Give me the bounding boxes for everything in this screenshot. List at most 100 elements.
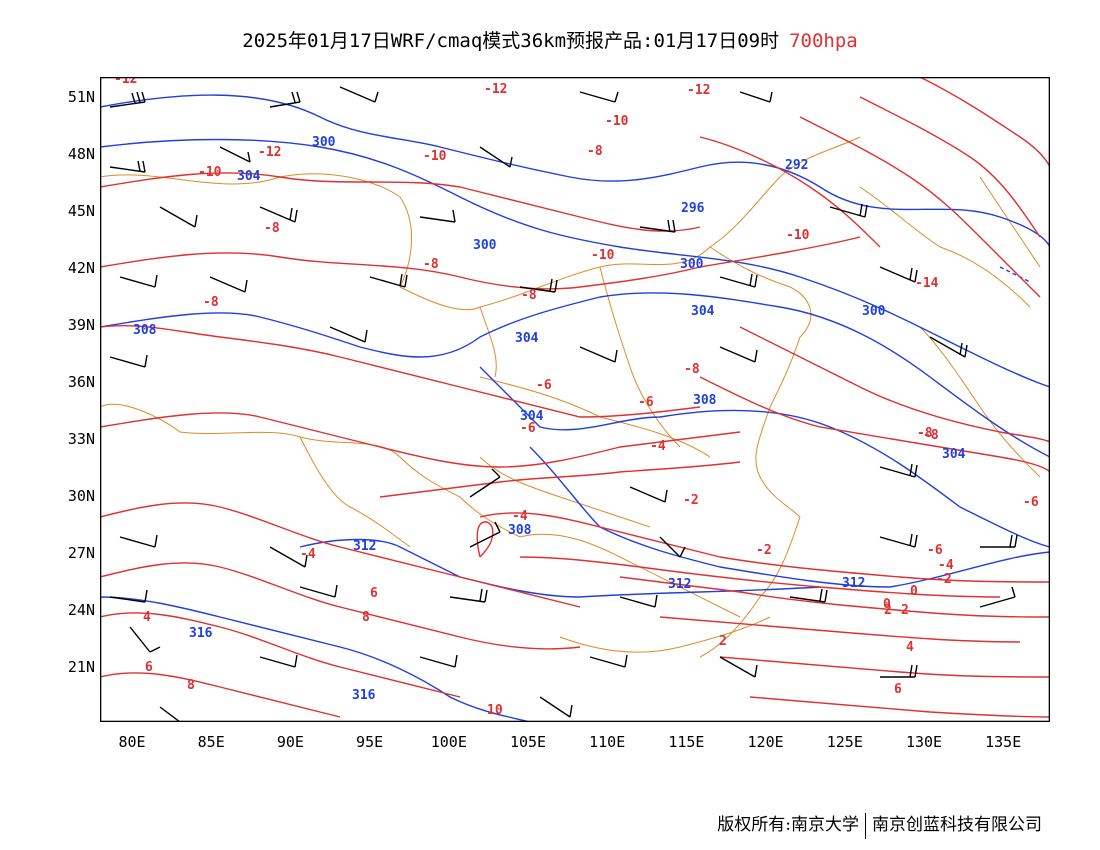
temp-label: -6 bbox=[520, 421, 536, 436]
geo-label: 308 bbox=[133, 323, 157, 338]
boundary-lines bbox=[100, 136, 1041, 658]
latitude-tick-label: 27N bbox=[67, 544, 95, 562]
temp-label: -8 bbox=[917, 426, 933, 441]
temp-label: -6 bbox=[927, 543, 943, 558]
latitude-tick-label: 33N bbox=[67, 430, 95, 448]
geo-label: 296 bbox=[681, 201, 705, 216]
temp-label: 8 bbox=[187, 678, 195, 693]
temp-label: -6 bbox=[536, 378, 552, 393]
footer-divider bbox=[865, 812, 866, 839]
temp-label: -12 bbox=[484, 82, 507, 97]
title-main: 2025年01月17日WRF/cmaq模式36km预报产品:01月17日09时 bbox=[242, 30, 780, 52]
temp-label: -2 bbox=[936, 572, 952, 587]
temp-label: -2 bbox=[683, 493, 699, 508]
weather-map: 300 304 292 296 300 300 304 300 308 304 … bbox=[100, 77, 1050, 722]
latitude-tick-label: 24N bbox=[67, 601, 95, 619]
temp-label: -4 bbox=[512, 509, 528, 524]
latitude-tick-label: 51N bbox=[67, 88, 95, 106]
longitude-tick-label: 125E bbox=[826, 733, 863, 751]
geo-label: 308 bbox=[693, 393, 717, 408]
temp-label: 10 bbox=[487, 703, 503, 718]
map-title: 2025年01月17日WRF/cmaq模式36km预报产品:01月17日09时 7… bbox=[0, 26, 1100, 53]
latitude-tick-label: 36N bbox=[67, 373, 95, 391]
latitude-tick-label: 45N bbox=[67, 202, 95, 220]
latitude-tick-label: 30N bbox=[67, 487, 95, 505]
geopotential-contours bbox=[100, 94, 1050, 722]
temp-label: 0 bbox=[883, 597, 891, 612]
geo-label: 304 bbox=[691, 304, 715, 319]
latitude-tick-label: 42N bbox=[67, 259, 95, 277]
geopotential-labels: 300 304 292 296 300 300 304 300 308 304 … bbox=[133, 135, 966, 703]
temp-label: -8 bbox=[923, 428, 939, 443]
temp-label: 2 bbox=[719, 634, 727, 649]
temp-label: -10 bbox=[423, 149, 447, 164]
temp-label: -12 bbox=[258, 145, 281, 160]
latitude-tick-label: 48N bbox=[67, 145, 95, 163]
temp-label: -10 bbox=[198, 165, 222, 180]
longitude-tick-label: 135E bbox=[985, 733, 1022, 751]
temp-label: 4 bbox=[906, 640, 914, 655]
geo-label: 300 bbox=[862, 304, 886, 319]
temp-label: -2 bbox=[756, 543, 772, 558]
geo-label: 300 bbox=[680, 257, 704, 272]
temp-label: -6 bbox=[1023, 495, 1039, 510]
temp-label: -6 bbox=[638, 395, 654, 410]
longitude-tick-label: 120E bbox=[747, 733, 784, 751]
geo-label: 304 bbox=[520, 409, 544, 424]
longitude-tick-label: 130E bbox=[905, 733, 943, 751]
temp-label: -4 bbox=[938, 558, 954, 573]
temperature-labels: -12 -12 -12 -10 -10 -8 -10 -12 -8 -8 -8 … bbox=[114, 77, 1039, 718]
temp-label: -10 bbox=[786, 228, 810, 243]
longitude-tick-label: 90E bbox=[276, 733, 304, 751]
temp-label: -14 bbox=[915, 276, 939, 291]
temp-label: -12 bbox=[687, 83, 710, 98]
temp-label: 6 bbox=[145, 660, 153, 675]
copyright-footer: 版权所有:南京大学 南京创蓝科技有限公司 bbox=[717, 810, 1042, 839]
longitude-tick-label: 95E bbox=[356, 733, 384, 751]
temp-label: 4 bbox=[143, 610, 151, 625]
geo-label: 312 bbox=[842, 576, 865, 591]
temperature-contours bbox=[100, 77, 1050, 718]
latitude-tick-label: 21N bbox=[67, 658, 95, 676]
geo-label: 308 bbox=[508, 523, 532, 538]
longitude-tick-label: 110E bbox=[589, 733, 626, 751]
temp-label: 8 bbox=[362, 610, 370, 625]
longitude-tick-label: 80E bbox=[118, 733, 146, 751]
temp-label: 2 bbox=[901, 603, 909, 618]
geo-label: 304 bbox=[515, 331, 539, 346]
geo-label: 300 bbox=[312, 135, 336, 150]
geo-label: 312 bbox=[353, 539, 376, 554]
longitude-tick-label: 105E bbox=[509, 733, 547, 751]
longitude-tick-label: 100E bbox=[430, 733, 467, 751]
wind-barbs bbox=[109, 86, 1018, 722]
copyright-owner: 版权所有:南京大学 bbox=[717, 815, 859, 835]
temp-label: -4 bbox=[300, 547, 316, 562]
geo-label: 312 bbox=[668, 577, 691, 592]
temp-label: -12 bbox=[114, 77, 137, 87]
temp-label: -10 bbox=[605, 114, 629, 129]
temp-label: -8 bbox=[203, 295, 219, 310]
temp-label: -8 bbox=[521, 288, 537, 303]
temp-label: 6 bbox=[894, 682, 902, 697]
temp-label: 6 bbox=[370, 586, 378, 601]
temp-label: 2 bbox=[884, 603, 892, 618]
temp-label: -8 bbox=[684, 362, 700, 377]
longitude-tick-label: 115E bbox=[668, 733, 705, 751]
latitude-tick-label: 39N bbox=[67, 316, 95, 334]
geo-label: 316 bbox=[189, 626, 213, 641]
geo-label: 300 bbox=[473, 238, 497, 253]
temp-label: -10 bbox=[591, 248, 615, 263]
temp-label: 0 bbox=[910, 584, 918, 599]
temp-label: -8 bbox=[587, 144, 603, 159]
company-name: 南京创蓝科技有限公司 bbox=[872, 815, 1042, 835]
geo-label: 304 bbox=[237, 169, 261, 184]
map-frame bbox=[100, 77, 1050, 722]
temp-label: -4 bbox=[650, 439, 666, 454]
geo-label: 292 bbox=[785, 158, 808, 173]
pressure-level: 700hpa bbox=[789, 30, 858, 52]
temp-label: -8 bbox=[264, 221, 280, 236]
geo-label: 316 bbox=[352, 688, 376, 703]
map-canvas: 300 304 292 296 300 300 304 300 308 304 … bbox=[100, 77, 1050, 722]
temp-label: -8 bbox=[423, 257, 439, 272]
geo-label: 304 bbox=[942, 447, 966, 462]
